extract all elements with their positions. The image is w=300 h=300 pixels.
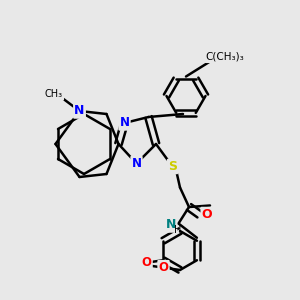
Text: N: N — [131, 157, 142, 170]
Text: O: O — [202, 208, 212, 221]
Text: O: O — [142, 256, 152, 269]
Text: N: N — [119, 116, 130, 130]
Text: S: S — [168, 160, 177, 173]
Text: O: O — [158, 261, 169, 274]
Text: CH₃: CH₃ — [45, 89, 63, 100]
Text: C(CH₃)₃: C(CH₃)₃ — [206, 52, 244, 62]
Text: N: N — [166, 218, 176, 232]
Text: H: H — [174, 225, 181, 235]
Text: N: N — [74, 104, 85, 118]
